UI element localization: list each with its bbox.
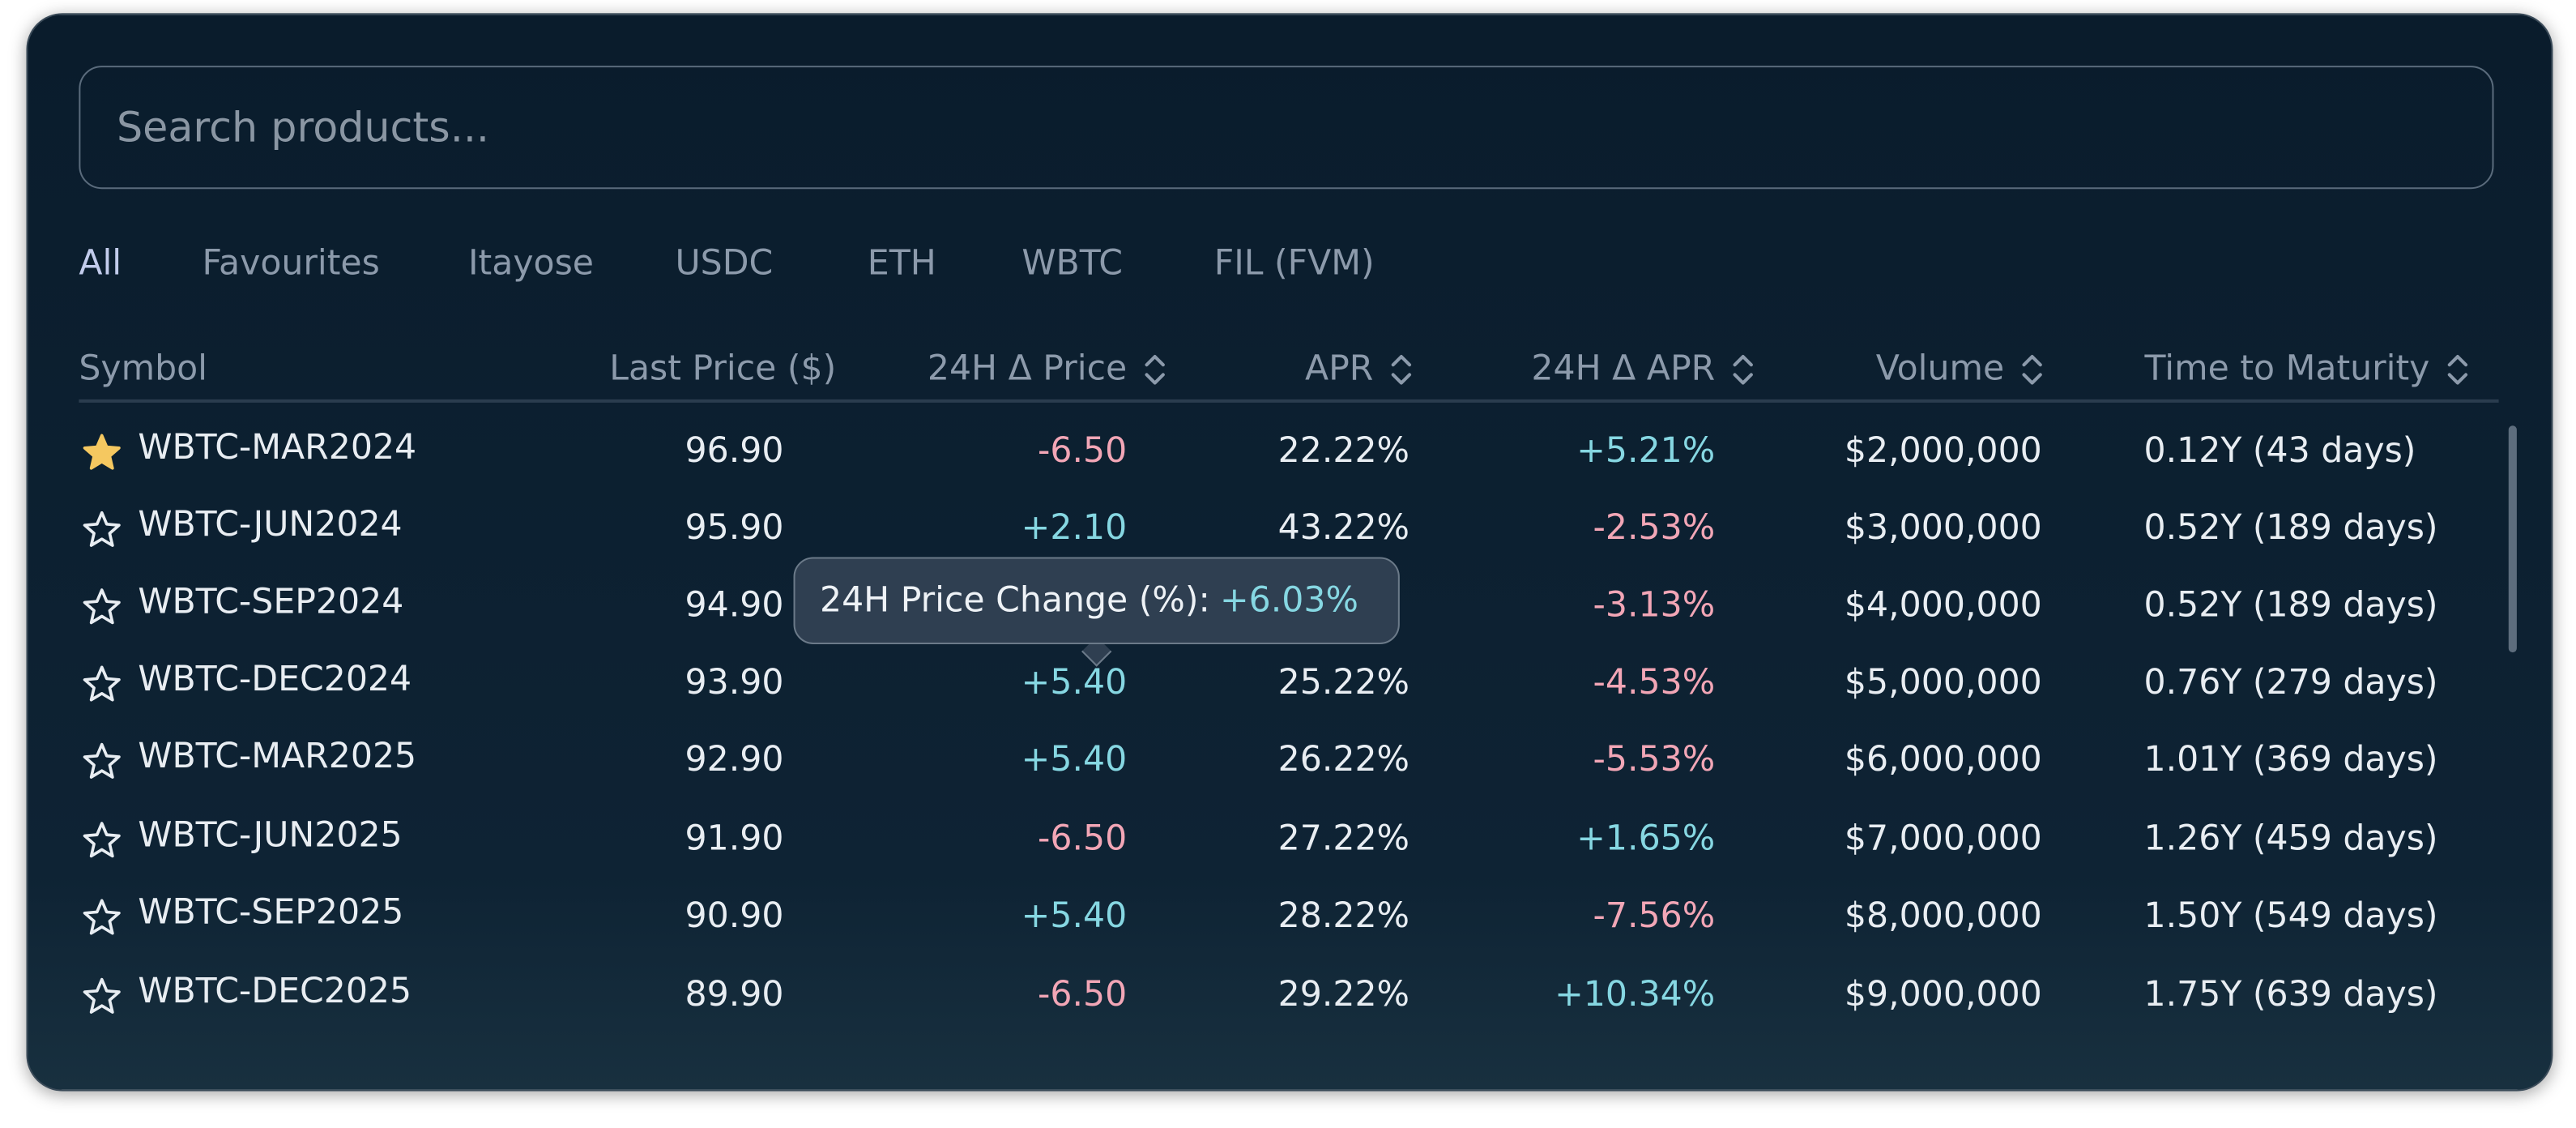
cell: 28.22% (1277, 895, 1410, 935)
search-placeholder: Search products... (116, 103, 490, 152)
cell: -2.53% (1593, 507, 1716, 548)
tab[interactable]: ETH (867, 243, 936, 283)
cell: 0.52Y (189 days) (2143, 584, 2438, 625)
cell: 25.22% (1277, 662, 1410, 702)
column-header[interactable]: 24H Δ APR (1531, 348, 1716, 388)
cell: 0.76Y (279 days) (2143, 662, 2438, 702)
cell: -6.50 (1037, 430, 1128, 471)
symbol[interactable]: WBTC-MAR2024 (138, 427, 417, 467)
cell: $3,000,000 (1844, 507, 2042, 548)
products-card: Search products... All Favourites Itayose U… (26, 13, 2553, 1092)
cell: 22.22% (1277, 430, 1410, 471)
cell: $6,000,000 (1844, 739, 2042, 780)
cell: 94.90 (685, 584, 784, 625)
favourite-star[interactable] (80, 976, 123, 1019)
tooltip-label: 24H Price Change (%): (819, 579, 1210, 620)
favourite-star[interactable] (80, 664, 123, 707)
tooltip: 24H Price Change (%): +6.03% (793, 557, 1400, 644)
cell: 1.01Y (369 days) (2143, 739, 2438, 780)
column-header[interactable]: APR (1304, 348, 1374, 388)
cell: 93.90 (685, 662, 784, 702)
sort-icon[interactable] (1143, 352, 1166, 388)
tab[interactable]: FIL (FVM) (1213, 243, 1375, 283)
cell: +10.34% (1555, 974, 1716, 1015)
tooltip-value: +6.03% (1219, 579, 1358, 620)
cell: +1.65% (1576, 818, 1716, 858)
cell: 90.90 (685, 895, 784, 935)
cell: 43.22% (1277, 507, 1410, 548)
cell: 29.22% (1277, 974, 1410, 1015)
symbol[interactable]: WBTC-JUN2024 (138, 504, 403, 545)
cell: +5.40 (1021, 662, 1128, 702)
favourite-star[interactable] (80, 510, 123, 553)
column-header[interactable]: Time to Maturity (2144, 348, 2430, 388)
cell: -7.56% (1593, 895, 1716, 935)
cell: $5,000,000 (1844, 662, 2042, 702)
cell: +2.10 (1021, 507, 1128, 548)
cell: 27.22% (1277, 818, 1410, 858)
cell: $9,000,000 (1844, 974, 2042, 1015)
cell: -6.50 (1037, 818, 1128, 858)
cell: 0.12Y (43 days) (2143, 430, 2416, 471)
tab[interactable]: All (79, 243, 122, 283)
column-header[interactable]: Volume (1875, 348, 2005, 388)
favourite-star[interactable] (80, 741, 123, 784)
cell: +5.40 (1021, 739, 1128, 780)
cell: 0.52Y (189 days) (2143, 507, 2438, 548)
column-header[interactable]: 24H Δ Price (927, 348, 1128, 388)
symbol[interactable]: WBTC-DEC2024 (138, 659, 412, 699)
cell: 1.26Y (459 days) (2143, 818, 2438, 858)
cell: -4.53% (1593, 662, 1716, 702)
cell: 1.75Y (639 days) (2143, 974, 2438, 1015)
favourite-star[interactable] (80, 587, 123, 630)
symbol[interactable]: WBTC-DEC2025 (138, 971, 412, 1011)
cell: 89.90 (685, 974, 784, 1015)
search-input[interactable]: Search products... (79, 66, 2494, 190)
cell: 91.90 (685, 818, 784, 858)
column-header: Symbol (79, 348, 208, 388)
cell: $7,000,000 (1844, 818, 2042, 858)
tab[interactable]: WBTC (1021, 243, 1124, 283)
cell: 1.50Y (549 days) (2143, 895, 2438, 935)
cell: 96.90 (685, 430, 784, 471)
tab[interactable]: USDC (675, 243, 774, 283)
cell: 92.90 (685, 739, 784, 780)
sort-icon[interactable] (2446, 352, 2469, 388)
cell: $2,000,000 (1844, 430, 2042, 471)
cell: 26.22% (1277, 739, 1410, 780)
column-header: Last Price ($) (609, 348, 837, 388)
favourite-star[interactable] (80, 897, 123, 940)
cell: $8,000,000 (1844, 895, 2042, 935)
cell: +5.40 (1021, 895, 1128, 935)
cell: 95.90 (685, 507, 784, 548)
cell: +5.21% (1576, 430, 1716, 471)
favourite-star[interactable] (80, 820, 123, 863)
header-divider (79, 399, 2499, 402)
cell: -6.50 (1037, 974, 1128, 1015)
symbol[interactable]: WBTC-MAR2025 (138, 736, 417, 776)
tab[interactable]: Favourites (202, 243, 380, 283)
symbol[interactable]: WBTC-SEP2025 (138, 892, 404, 932)
sort-icon[interactable] (1390, 352, 1413, 388)
sort-icon[interactable] (1732, 352, 1755, 388)
tab[interactable]: Itayose (467, 243, 594, 283)
favourite-star[interactable] (80, 432, 123, 475)
cell: -5.53% (1593, 739, 1716, 780)
symbol[interactable]: WBTC-SEP2024 (138, 581, 404, 622)
cell: $4,000,000 (1844, 584, 2042, 625)
cell: -3.13% (1593, 584, 1716, 625)
sort-icon[interactable] (2020, 352, 2043, 388)
scrollbar[interactable] (2508, 425, 2517, 653)
symbol[interactable]: WBTC-JUN2025 (138, 814, 403, 855)
